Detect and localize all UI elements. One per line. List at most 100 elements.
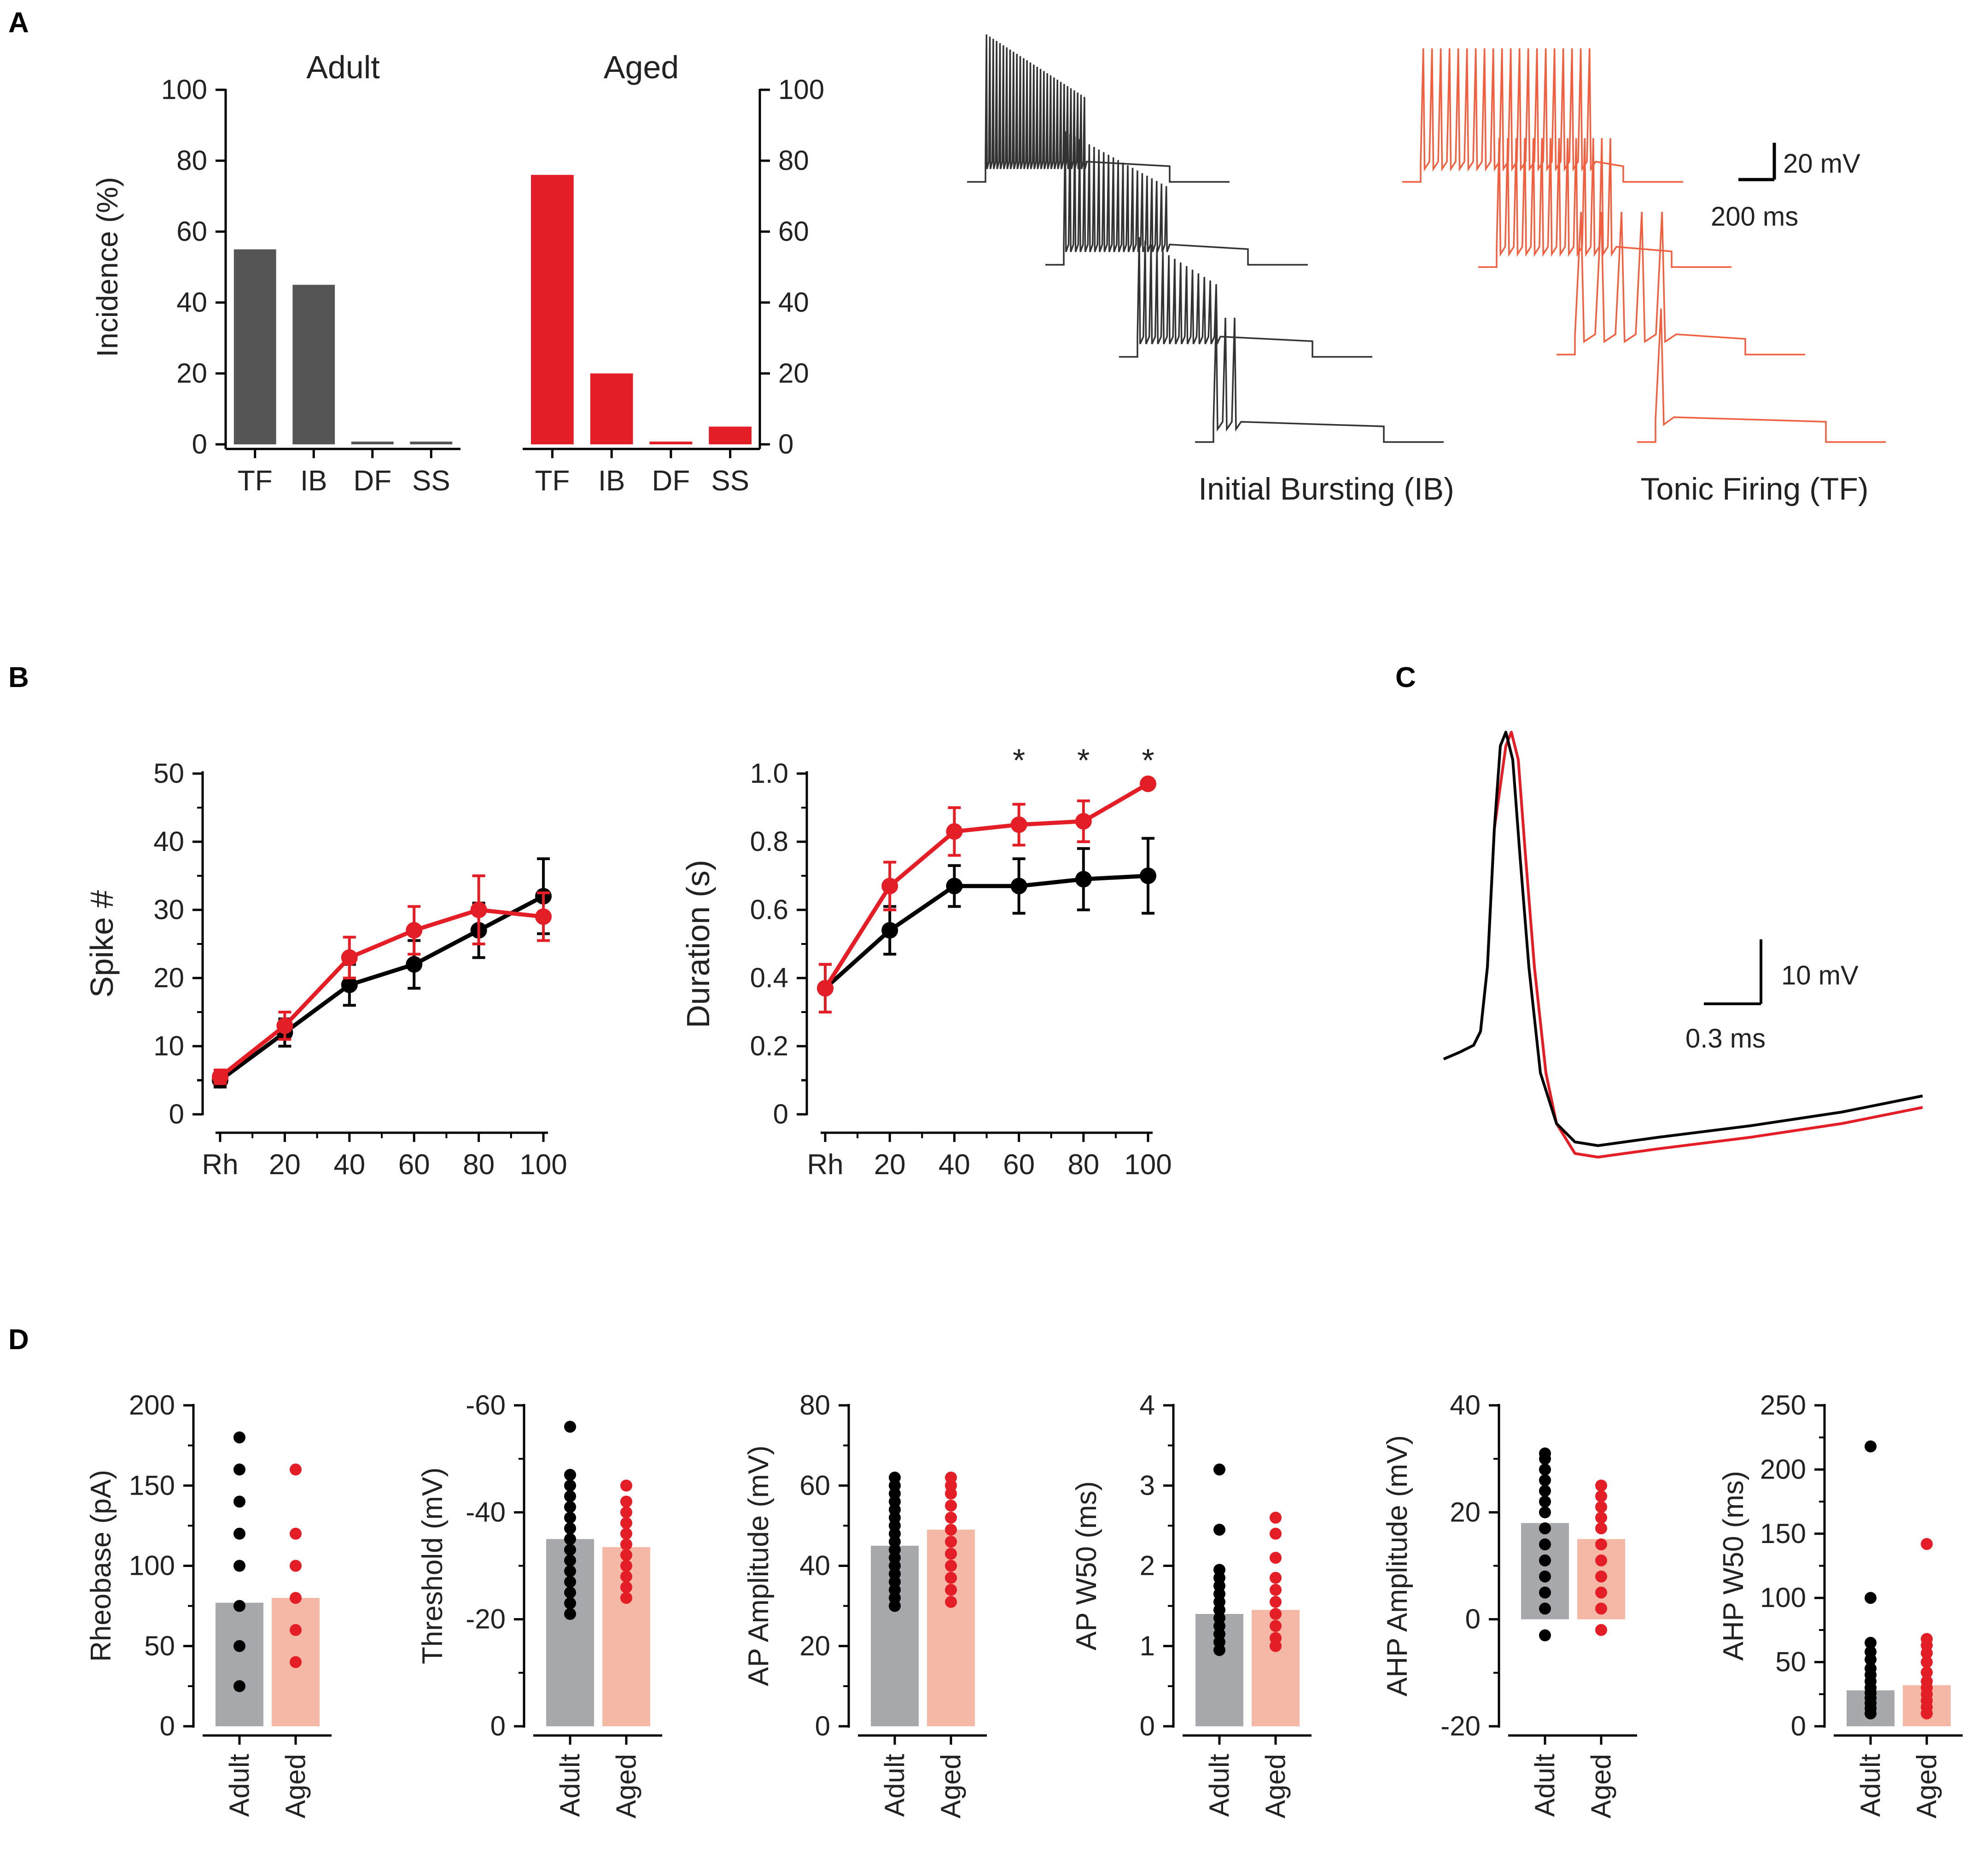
D_threshold-dot-adult [564,1543,576,1556]
A_aged-ytick-label: 80 [778,145,809,176]
D_ap_w50-ytick-label: 0 [1140,1711,1155,1741]
D_ahp_amp-dot-aged [1595,1479,1607,1492]
D_ahp_w50-xtick-label-adult: Adult [1855,1754,1886,1817]
A_adult-ytick-label: 60 [176,216,207,247]
D_ap_amp-dot-adult [889,1471,901,1484]
D_threshold-dot-aged [620,1496,632,1508]
D_rheobase-dot-adult [233,1463,245,1476]
A_aged-ytick-label: 20 [778,358,809,389]
D_ap_amp-ytick-label: 60 [799,1470,830,1501]
ib-trace-1 [967,34,1230,183]
B_spikes-point-aged [406,922,423,939]
B_duration-significance-star: * [1013,742,1025,778]
D_ap_amp-dot-aged [945,1548,957,1560]
D_rheobase-ytick-label: 50 [144,1630,175,1661]
D_ahp_amp-dot-aged [1595,1522,1607,1535]
B_spikes-point-adult [341,976,358,993]
D_threshold-dot-adult [564,1522,576,1535]
B_spikes-point-aged [470,902,487,918]
D_ap_amp-dot-aged [945,1536,957,1548]
c-scale-bar-time-label: 0.3 ms [1685,1024,1766,1054]
B_spikes-ylabel: Spike # [84,890,120,998]
B_duration-point-adult [1010,878,1027,895]
D_ahp_w50-ylabel: AHP W50 (ms) [1718,1471,1749,1660]
D_ap_amp-dot-aged [945,1595,957,1608]
D_rheobase-xtick-label-aged: Aged [280,1754,311,1818]
panel-letter-c: C [1395,662,1416,693]
D_ap_amp-xtick-label-adult: Adult [879,1754,910,1817]
D_ahp_amp-dot-aged [1595,1602,1607,1615]
B_duration-ytick-label: 0.8 [750,826,788,857]
B_spikes-series-line-adult [219,894,545,1082]
D_ahp_amp-dot-aged [1595,1490,1607,1502]
D_rheobase-bar-adult [216,1602,263,1726]
D_ahp_amp-ylabel: AHP Amplitude (mV) [1382,1435,1413,1696]
B_spikes-xtick-label-80: 80 [463,1149,495,1181]
D_ahp_amp-dot-aged [1595,1511,1607,1524]
D_ahp_amp-ytick-label: 40 [1450,1390,1481,1421]
B_spikes-xtick-label-20: 20 [269,1149,301,1181]
D_ahp_w50-dot-adult [1865,1646,1877,1658]
D_ap_w50-ytick-label: 1 [1140,1630,1155,1661]
D_ahp_w50-xtick-label-aged: Aged [1911,1754,1942,1818]
panel-letter-b: B [8,662,29,693]
D_ahp_amp-dot-adult [1539,1463,1551,1476]
D_ahp_w50-dot-aged [1921,1633,1933,1645]
D_rheobase-ytick-label: 150 [129,1470,175,1501]
D_ap_amp-dot-aged [945,1560,957,1572]
D_ap_w50-dot-aged [1270,1620,1282,1632]
A_aged-xtick-label-df: DF [652,465,690,497]
D_rheobase-dot-adult [233,1431,245,1444]
tf-trace-label: Tonic Firing (TF) [1641,472,1869,507]
D_threshold-dot-adult [564,1421,576,1433]
D_ap_amp-dot-aged [945,1584,957,1596]
B_duration-xtick-label-40: 40 [939,1149,970,1181]
D_ap_w50-dot-aged [1270,1632,1282,1644]
B_duration-point-aged [1140,775,1156,792]
D_threshold-dot-aged [620,1581,632,1593]
B_duration-ytick-label: 0 [773,1099,788,1130]
D_threshold-xtick-label-aged: Aged [611,1754,641,1818]
A_adult-title: Adult [306,49,380,85]
A_aged-title: Aged [604,49,679,85]
ib-trace-3 [1119,237,1372,358]
D_ahp_amp-dot-adult [1539,1570,1551,1583]
B_duration-point-aged [817,980,834,997]
B_duration-xtick-label-80: 80 [1067,1149,1099,1181]
B_duration-series-line-aged [823,782,1149,990]
B_spikes-series-line-aged [219,908,544,1079]
D_ahp_w50-ytick-label: 250 [1760,1390,1806,1421]
D_ahp_amp-xtick-label-aged: Aged [1586,1754,1616,1818]
D_ap_w50-dot-aged [1270,1527,1282,1540]
D_ahp_amp-dot-adult [1539,1506,1551,1519]
D_ap_w50-ytick-label: 2 [1140,1550,1155,1581]
B_duration-point-aged [881,878,898,895]
ib-trace-label: Initial Bursting (IB) [1198,472,1454,507]
D_ap_w50-dot-aged [1270,1595,1282,1608]
D_ahp_amp-dot-adult [1539,1538,1551,1551]
A_adult-ytick-label: 80 [176,145,207,176]
D_ahp_w50-ytick-label: 150 [1760,1518,1806,1549]
D_ahp_w50-ytick-label: 0 [1791,1711,1806,1741]
B_spikes-xtick-label-100: 100 [519,1149,567,1181]
A_aged-xtick-label-ss: SS [711,465,749,497]
A_adult-ytick-label: 0 [192,429,207,460]
scale-bar-voltage-label: 20 mV [1783,149,1860,179]
B_duration-point-aged [946,823,963,840]
D_ahp_amp-dot-adult [1539,1474,1551,1486]
B_spikes-point-aged [341,949,358,966]
D_threshold-dot-adult [564,1479,576,1492]
B_duration-significance-star: * [1077,742,1090,778]
B_duration-xtick-label-20: 20 [874,1149,906,1181]
D_rheobase-dot-adult [233,1560,245,1572]
D_rheobase-dot-adult [233,1496,245,1508]
D_threshold-dot-aged [620,1517,632,1529]
panel-letter-d: D [8,1324,29,1356]
D_ap_amp-dot-aged [945,1524,957,1536]
A_aged-xtick-label-tf: TF [535,465,570,497]
D_threshold-dot-aged [620,1560,632,1572]
D_ap_amp-ylabel: AP Amplitude (mV) [743,1445,775,1686]
D_ahp_amp-dot-adult [1539,1522,1551,1535]
D_rheobase-dot-aged [290,1527,302,1540]
D_ap_w50-ytick-label: 4 [1140,1390,1155,1421]
